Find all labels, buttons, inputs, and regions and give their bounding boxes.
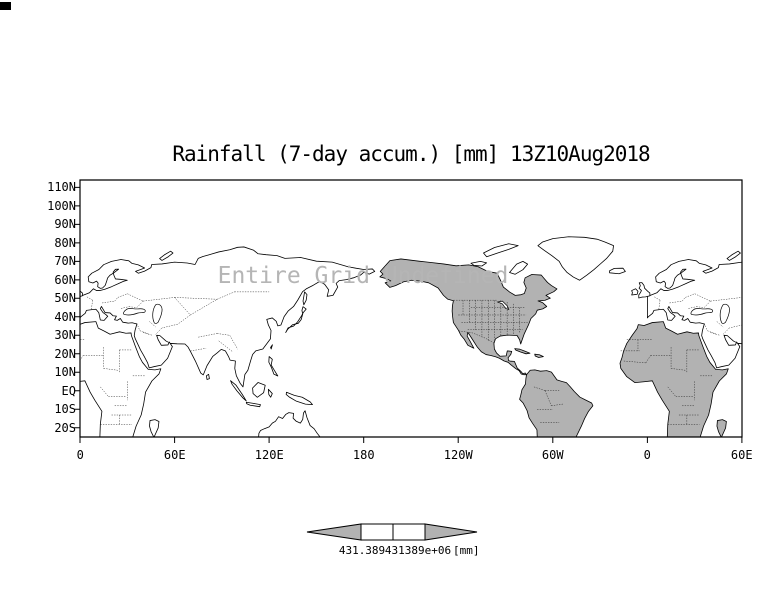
undefined-grid-watermark: Entire Grid Undefined: [217, 263, 509, 289]
colorbar-unit-label: [mm]: [453, 544, 480, 557]
lon-tick-label: 180: [352, 448, 375, 462]
colorbar-label-1: 431.389: [338, 544, 386, 557]
lat-tick-label: 30N: [54, 328, 76, 343]
lat-tick-label: 100N: [47, 198, 76, 213]
lat-tick-label: 40N: [54, 309, 76, 324]
colorbar: [307, 524, 477, 540]
great-lakes: [498, 301, 509, 309]
lon-axis-labels: 0 60E 120E 180 120W 60W 0 60E: [33, 448, 784, 462]
colorbar-box-2: [393, 524, 425, 540]
lat-tick-label: 110N: [47, 180, 76, 194]
lon-tick-label: 60W: [541, 448, 564, 462]
lat-tick-label: 20S: [54, 420, 76, 435]
lat-tick-label: 90N: [54, 217, 76, 232]
south-america-coastline: [520, 370, 593, 437]
lat-tick-label: 50N: [54, 291, 76, 306]
lat-tick-label: 60N: [54, 272, 76, 287]
plot-frame: [80, 180, 742, 437]
colorbar-label-2: 431389e+06: [384, 544, 452, 557]
lon-tick-label: 60E: [730, 448, 753, 462]
colorbar-box-1: [361, 524, 393, 540]
colorbar-right-arrow: [425, 524, 477, 540]
lat-tick-label: 70N: [54, 254, 76, 269]
screen-corner-artifact: [0, 2, 11, 10]
cuba: [515, 349, 530, 354]
lat-tick-label: 20N: [54, 346, 76, 361]
lon-tick-marks: [80, 437, 742, 443]
lat-tick-label: EQ: [61, 383, 76, 398]
map-area: [80, 236, 742, 437]
north-america-coastline: [380, 259, 557, 375]
lon-tick-label: 120E: [254, 448, 284, 462]
south-america-borders: [534, 387, 564, 423]
plot-title: Rainfall (7-day accum.) [mm] 13Z10Aug201…: [172, 142, 650, 166]
colorbar-left-arrow: [307, 524, 361, 540]
hispaniola: [535, 354, 544, 357]
lat-tick-label: 10N: [54, 365, 76, 380]
lon-tick-label: 120W: [443, 448, 473, 462]
lat-tick-label: 10S: [54, 402, 76, 417]
americas-group: [380, 259, 593, 437]
lon-tick-label: 0: [643, 448, 651, 462]
north-america-borders: [454, 300, 528, 343]
lon-tick-label: 0: [76, 448, 84, 462]
lat-axis-labels: 110N 100N 90N 80N 70N 60N 50N 40N 30N 20…: [30, 179, 76, 436]
lon-tick-label: 60E: [163, 448, 186, 462]
lat-tick-marks: [74, 187, 80, 427]
lat-tick-label: 80N: [54, 235, 76, 250]
